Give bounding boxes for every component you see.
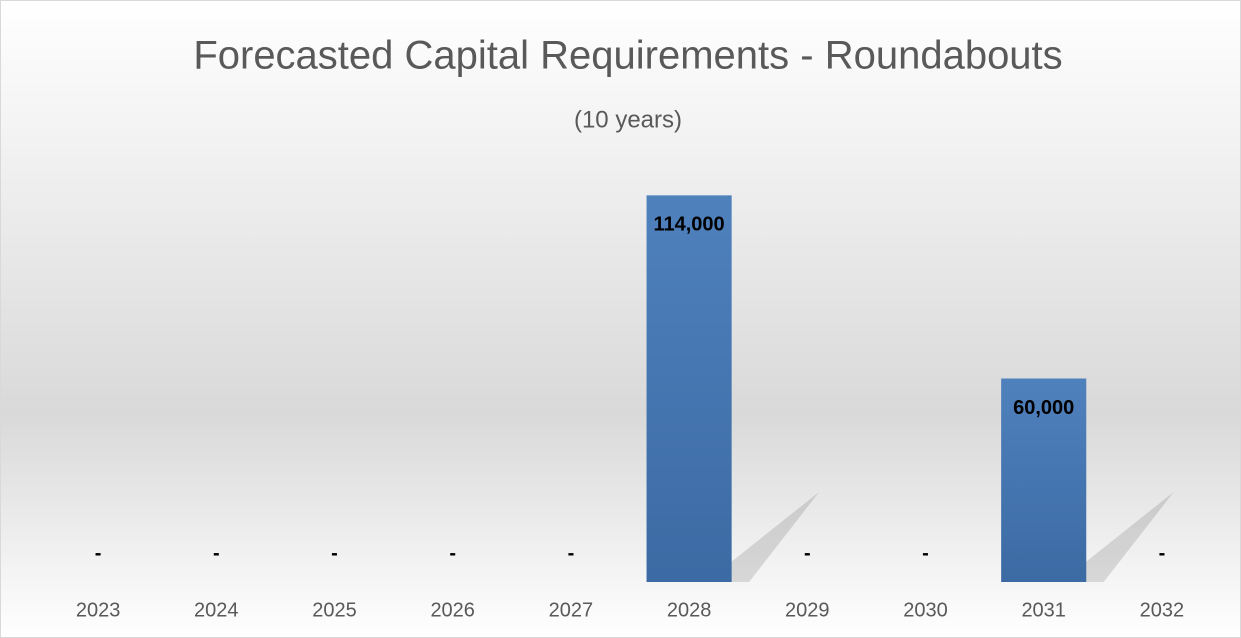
- x-tick-label: 2031: [1021, 599, 1066, 621]
- data-label: 60,000: [1013, 397, 1074, 419]
- data-label: -: [95, 542, 102, 564]
- data-label: -: [449, 542, 456, 564]
- bar: [646, 195, 732, 582]
- data-label: -: [213, 542, 220, 564]
- x-tick-label: 2030: [903, 599, 948, 621]
- x-tick-label: 2024: [194, 599, 239, 621]
- chart-subtitle: (10 years): [574, 106, 682, 133]
- bar-shadow: [731, 492, 820, 582]
- data-label: -: [331, 542, 338, 564]
- data-label: -: [922, 542, 929, 564]
- data-label: -: [804, 542, 811, 564]
- x-tick-label: 2025: [312, 599, 357, 621]
- data-label: -: [568, 542, 575, 564]
- bar-shadow: [1085, 492, 1174, 582]
- x-tick-label: 2028: [667, 599, 712, 621]
- x-tick-label: 2029: [785, 599, 830, 621]
- x-tick-label: 2023: [76, 599, 121, 621]
- x-tick-label: 2026: [430, 599, 475, 621]
- chart-title: Forecasted Capital Requirements - Rounda…: [193, 34, 1062, 78]
- bar: [1001, 378, 1087, 582]
- x-tick-label: 2027: [549, 599, 594, 621]
- x-tick-label: 2032: [1140, 599, 1185, 621]
- data-label: 114,000: [653, 214, 724, 236]
- data-label: -: [1159, 542, 1166, 564]
